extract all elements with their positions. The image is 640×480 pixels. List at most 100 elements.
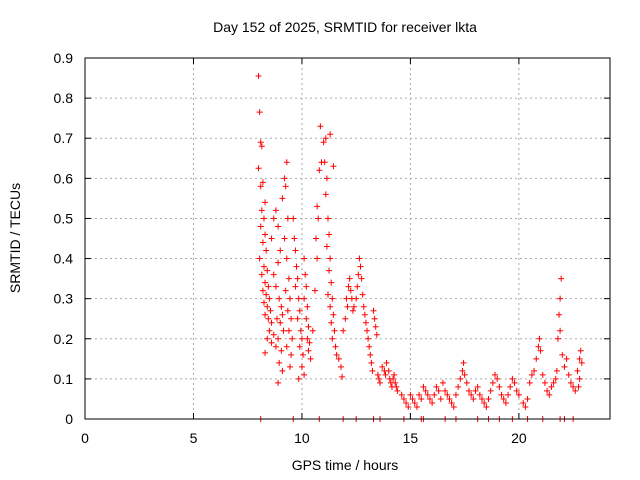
data-point [305,323,312,330]
data-point [296,307,303,314]
data-point [563,355,570,362]
data-point [394,387,401,394]
data-point [461,371,468,378]
data-point [578,359,585,366]
data-point [294,315,301,322]
data-point [307,355,314,362]
data-point [379,363,386,370]
data-point [290,215,297,222]
data-point [468,391,475,398]
data-point [535,343,542,350]
data-point [258,271,265,278]
data-point [561,363,568,370]
data-point [303,315,310,322]
data-point [288,315,295,322]
data-point [371,315,378,322]
data-point [492,371,499,378]
data-point [323,175,330,182]
data-point [281,235,288,242]
data-point [330,163,337,170]
data-point [287,363,294,370]
data-point [257,139,264,146]
data-point [264,267,271,274]
data-point [278,347,285,354]
data-point [502,399,509,406]
data-point [339,373,346,380]
data-point [448,399,455,406]
data-point [416,391,423,398]
x-tick-label: 15 [403,430,419,446]
data-point [320,139,327,146]
grid-lines [84,57,610,420]
data-point [370,307,377,314]
data-point [487,387,494,394]
x-tick-label: 5 [190,430,198,446]
data-point [550,379,557,386]
data-point [322,191,329,198]
data-point [260,215,267,222]
data-point [413,403,420,410]
data-point [270,331,277,338]
data-point [281,175,288,182]
data-point [393,383,400,390]
data-point [511,379,518,386]
data-point [537,347,544,354]
data-point [265,283,272,290]
y-tick-label: 0.9 [54,50,74,66]
data-point [437,395,444,402]
y-tick-label: 0.5 [54,210,74,226]
data-point [264,303,271,310]
y-tick-label: 0 [65,411,73,427]
data-point [509,375,516,382]
data-point [263,291,270,298]
data-point [268,319,275,326]
data-point [327,255,334,262]
data-point [314,255,321,262]
data-point [255,73,262,80]
data-point [262,231,269,238]
x-tick-label: 0 [81,430,89,446]
data-point [275,259,282,266]
data-point [446,395,453,402]
data-point [575,383,582,390]
data-point [268,235,275,242]
data-point [552,375,559,382]
data-point [457,375,464,382]
data-point [528,371,535,378]
data-point [333,351,340,358]
data-point [498,391,505,398]
data-point [288,351,295,358]
data-point [368,359,375,366]
data-point [298,363,305,370]
x-tick-label: 20 [511,430,527,446]
data-point [520,399,527,406]
data-point [524,395,531,402]
data-point [287,295,294,302]
data-point [328,319,335,326]
data-point [265,315,272,322]
data-point [304,303,311,310]
data-point [301,255,308,262]
data-point [522,403,529,410]
data-point [476,391,483,398]
data-point [263,247,270,254]
data-point [316,167,323,174]
data-point [313,235,320,242]
data-point [479,395,486,402]
data-point [282,287,289,294]
data-point [546,391,553,398]
data-point [351,303,358,310]
data-point [327,303,334,310]
data-point [326,231,333,238]
data-point [433,383,440,390]
data-point [260,263,267,270]
data-point [306,339,313,346]
data-point [377,379,384,386]
data-point [353,295,360,302]
data-point [463,379,470,386]
data-point [360,303,367,310]
data-point [323,243,330,250]
data-point [572,387,579,394]
data-point [344,303,351,310]
data-point [267,307,274,314]
